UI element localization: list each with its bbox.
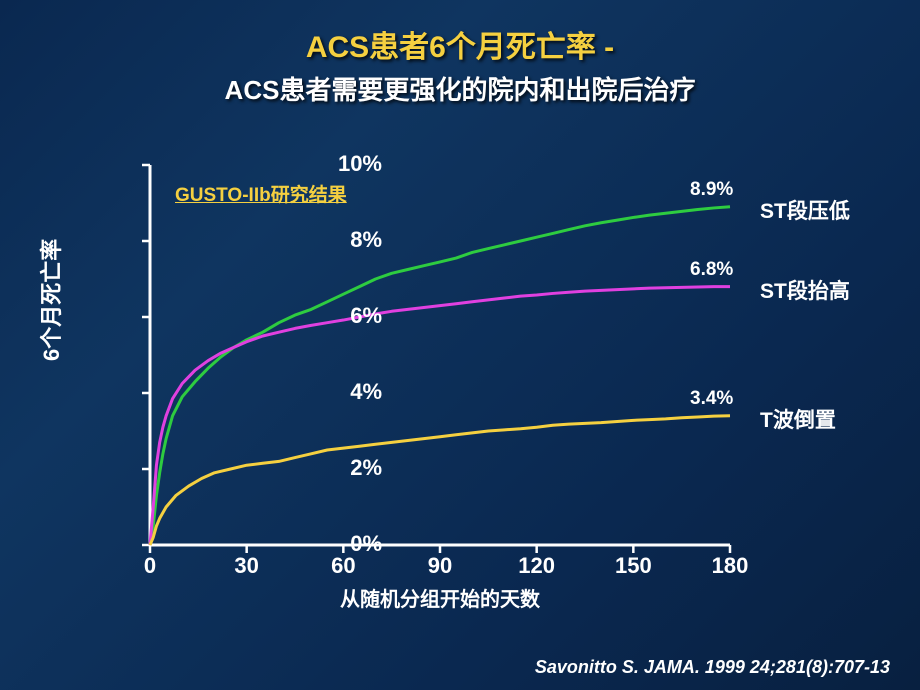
- x-axis-label: 从随机分组开始的天数: [150, 583, 730, 612]
- y-tick-label: 2%: [322, 455, 382, 481]
- x-tick-label: 60: [331, 553, 355, 579]
- series-line-2: [150, 416, 730, 545]
- x-tick-label: 90: [428, 553, 452, 579]
- series-end-value-1: 6.8%: [690, 259, 733, 281]
- x-tick-label: 150: [615, 553, 652, 579]
- series-end-value-0: 8.9%: [690, 179, 733, 201]
- series-line-1: [150, 287, 730, 545]
- title-area: ACS患者6个月死亡率 - ACS患者需要更强化的院内和出院后治疗: [0, 0, 920, 107]
- y-tick-label: 4%: [322, 379, 382, 405]
- x-tick-label: 0: [144, 553, 156, 579]
- citation: Savonitto S. JAMA. 1999 24;281(8):707-13: [535, 657, 890, 678]
- y-tick-label: 6%: [322, 303, 382, 329]
- y-axis-label: 6个月死亡率: [34, 239, 66, 361]
- series-label-1: ST段抬高: [760, 275, 850, 305]
- chart-svg: [150, 165, 730, 545]
- x-tick-label: 120: [518, 553, 555, 579]
- y-tick-label: 10%: [322, 151, 382, 177]
- x-tick-label: 180: [712, 553, 749, 579]
- series-line-0: [150, 207, 730, 545]
- title-sub: ACS患者需要更强化的院内和出院后治疗: [0, 70, 920, 107]
- series-label-2: T波倒置: [760, 404, 836, 434]
- series-label-0: ST段压低: [760, 195, 850, 225]
- y-tick-label: 8%: [322, 227, 382, 253]
- title-main: ACS患者6个月死亡率 -: [0, 22, 920, 66]
- plot-area: [150, 165, 730, 545]
- chart-container: 6个月死亡率 GUSTO-IIb研究结果 从随机分组开始的天数 0%2%4%6%…: [60, 145, 880, 615]
- x-tick-label: 30: [234, 553, 258, 579]
- series-end-value-2: 3.4%: [690, 388, 733, 410]
